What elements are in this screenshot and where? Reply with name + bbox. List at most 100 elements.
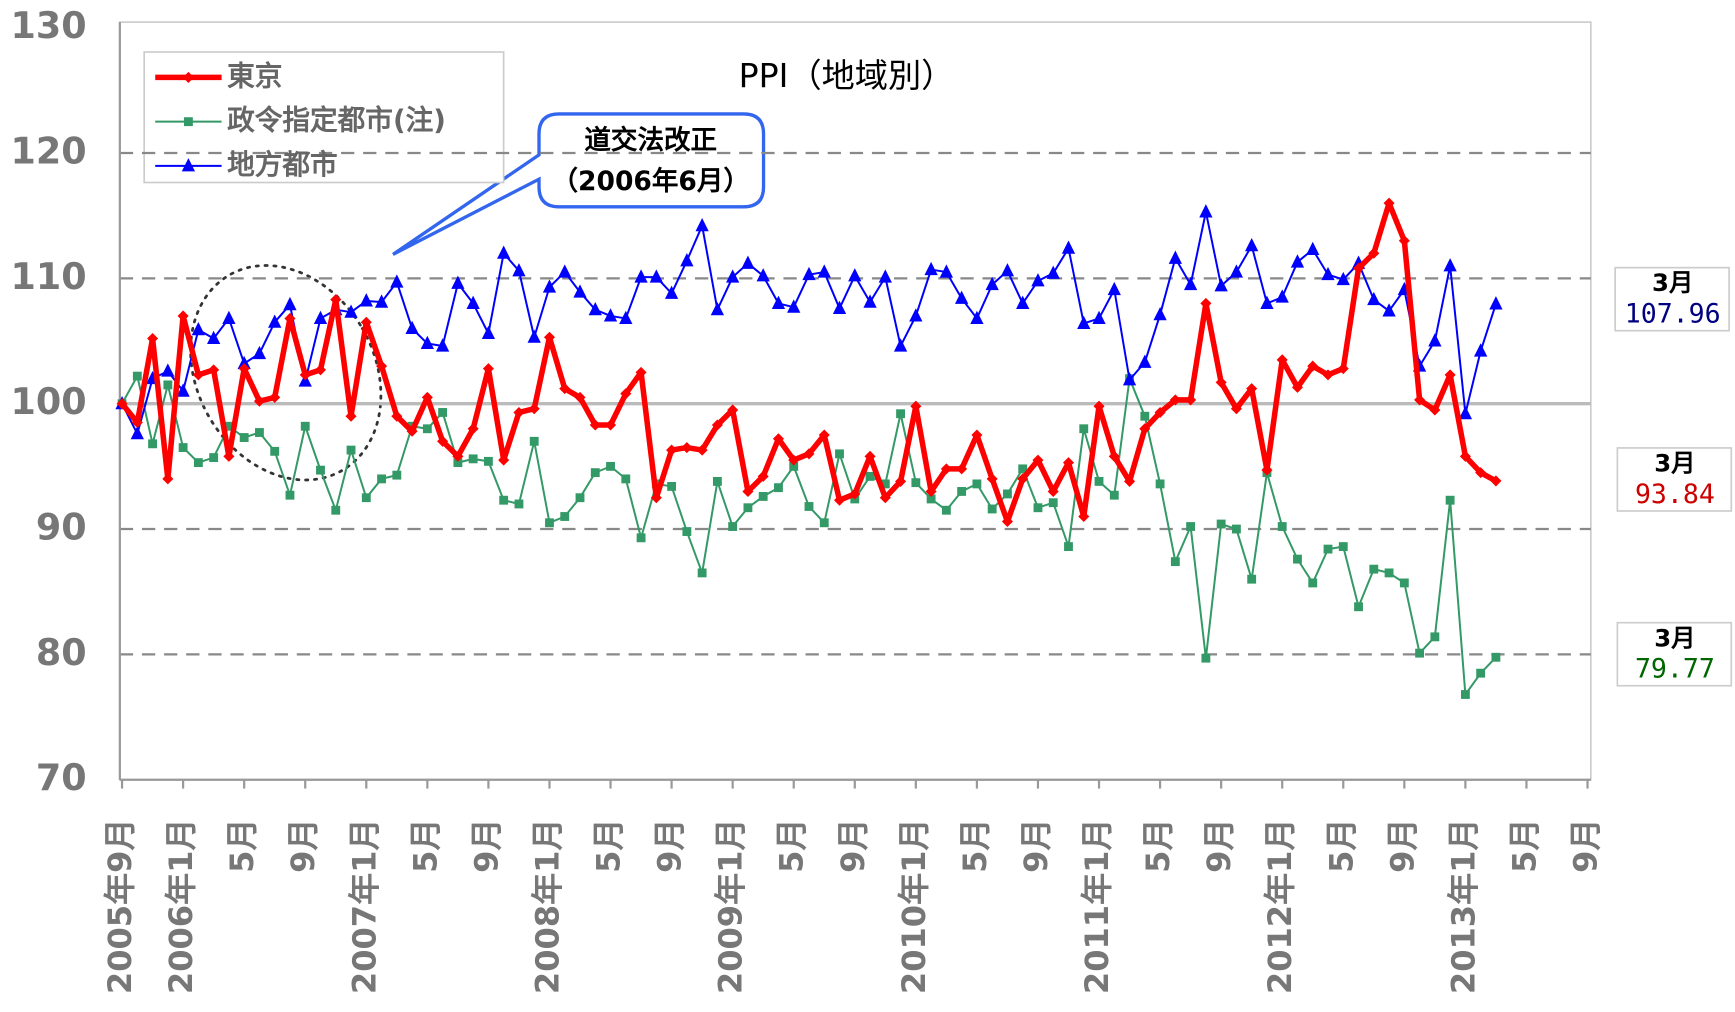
point: [529, 436, 539, 446]
point: [283, 296, 297, 311]
point: [1031, 273, 1045, 287]
point: [176, 383, 190, 397]
point: [483, 456, 493, 466]
point: [468, 454, 478, 464]
point: [1476, 668, 1486, 678]
point: [682, 527, 692, 536]
point: [1428, 333, 1442, 347]
point: [192, 369, 204, 381]
x-tick-label: 9月: [284, 818, 322, 872]
point: [972, 479, 982, 489]
point: [374, 294, 389, 308]
point: [1277, 522, 1287, 531]
point: [1077, 315, 1091, 330]
point: [771, 295, 786, 309]
y-tick-label: 130: [10, 4, 86, 47]
end-label-value: 79.77: [1635, 654, 1715, 685]
point: [1321, 266, 1335, 281]
point: [695, 217, 709, 232]
point: [467, 423, 479, 435]
point: [1094, 476, 1104, 486]
point: [1231, 524, 1241, 534]
point: [1307, 360, 1319, 372]
x-tick-label: 9月: [1383, 818, 1421, 872]
point: [1290, 254, 1305, 268]
point: [405, 320, 419, 335]
point: [344, 304, 358, 318]
x-tick-label: 9月: [1017, 818, 1055, 872]
point: [636, 533, 646, 543]
point: [268, 314, 282, 328]
point: [634, 269, 648, 283]
series: [117, 371, 1501, 699]
point: [513, 406, 525, 418]
point: [635, 366, 647, 378]
point: [1107, 281, 1121, 296]
x-tick-label: 2008年1月: [528, 818, 566, 994]
point: [420, 335, 434, 350]
point: [330, 294, 342, 306]
point: [514, 499, 524, 509]
x-tick-label: 5月: [773, 818, 811, 872]
point: [453, 458, 463, 468]
point: [590, 468, 600, 478]
point: [237, 355, 251, 370]
point: [1186, 522, 1196, 531]
callout-text: 道交法改正: [584, 125, 717, 156]
legend-box: [143, 51, 505, 184]
point: [957, 487, 967, 496]
point: [833, 494, 846, 506]
point: [147, 332, 159, 345]
point: [697, 568, 707, 578]
point: [603, 308, 618, 322]
point: [238, 363, 250, 375]
point: [207, 330, 221, 345]
x-tick-label: 9月: [834, 818, 872, 872]
point: [1444, 369, 1456, 381]
point: [1018, 464, 1028, 474]
point: [1138, 354, 1152, 368]
point: [331, 505, 341, 515]
point: [1093, 400, 1105, 412]
point: [758, 492, 768, 501]
point: [1354, 602, 1363, 612]
x-tick-label: 2013年1月: [1444, 818, 1482, 994]
x-tick-label: 2010年1月: [895, 818, 933, 994]
legend-label: 政令指定都市(注): [227, 104, 446, 137]
point: [1168, 250, 1182, 264]
point: [1369, 564, 1379, 574]
point: [804, 502, 814, 511]
point: [649, 269, 663, 283]
point: [299, 369, 311, 381]
point: [558, 264, 572, 278]
point: [300, 421, 310, 431]
end-label-box: [1616, 447, 1733, 512]
point: [941, 505, 951, 515]
point: [819, 518, 829, 528]
point: [1275, 289, 1289, 303]
point: [1230, 403, 1242, 415]
point: [1368, 247, 1380, 259]
point: [1061, 240, 1076, 254]
point: [911, 478, 921, 488]
point: [985, 276, 999, 291]
point: [1092, 310, 1106, 324]
point: [939, 264, 954, 278]
point: [588, 301, 602, 316]
x-tick-label: 5月: [1505, 818, 1543, 872]
point: [575, 493, 585, 503]
point: [191, 321, 206, 336]
point: [527, 329, 541, 343]
x-tick-label: 5月: [956, 818, 994, 872]
point: [681, 442, 693, 454]
point: [667, 481, 677, 491]
point: [359, 293, 373, 307]
point: [726, 269, 740, 283]
point: [1415, 648, 1425, 658]
point: [712, 476, 722, 486]
point: [863, 294, 877, 308]
x-tick-label: 2012年1月: [1261, 818, 1299, 994]
point: [252, 345, 267, 360]
point: [1460, 690, 1470, 699]
